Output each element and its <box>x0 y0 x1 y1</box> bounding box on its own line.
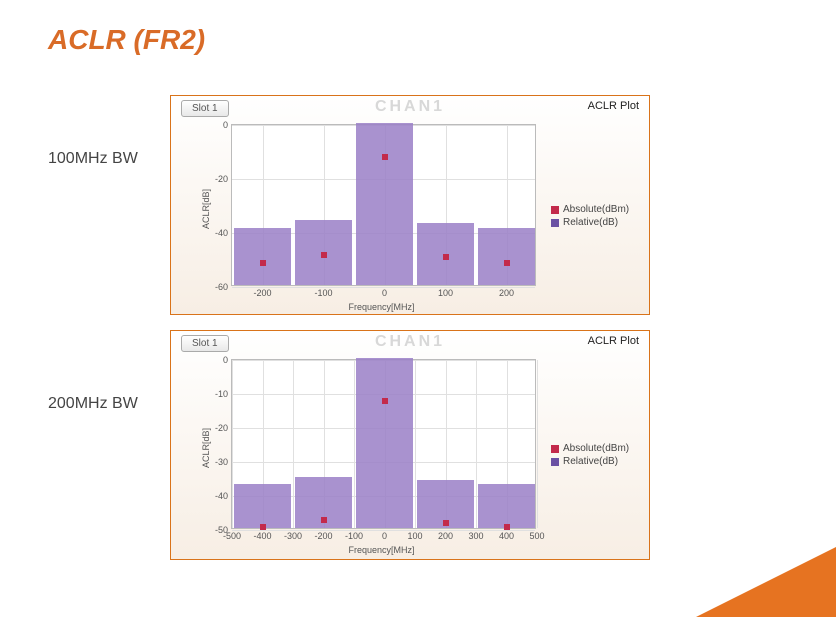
x-tick-label: -100 <box>314 288 332 298</box>
x-tick-label: -400 <box>253 531 271 541</box>
y-axis-title: ACLR[dB] <box>201 189 211 229</box>
bar <box>234 484 292 528</box>
y-tick-label: -10 <box>215 389 228 399</box>
square-icon <box>551 458 559 466</box>
x-tick-label: -100 <box>345 531 363 541</box>
square-icon <box>551 219 559 227</box>
x-tick-label: 500 <box>529 531 544 541</box>
aclr-plot-100mhz: Slot 1 CHAN1 ACLR Plot 0-20-40-60-200-10… <box>170 95 650 315</box>
y-axis-title: ACLR[dB] <box>201 428 211 468</box>
legend-item-absolute: Absolute(dBm) <box>551 204 629 215</box>
x-tick-label: -200 <box>314 531 332 541</box>
slot-tab[interactable]: Slot 1 <box>181 335 229 352</box>
x-tick-label: 0 <box>382 531 387 541</box>
plot-title: ACLR Plot <box>588 100 639 112</box>
x-tick-label: 100 <box>407 531 422 541</box>
slot-tab[interactable]: Slot 1 <box>181 100 229 117</box>
data-marker <box>382 398 388 404</box>
y-tick-label: -20 <box>215 174 228 184</box>
x-tick-label: 200 <box>438 531 453 541</box>
legend-item-absolute: Absolute(dBm) <box>551 443 629 454</box>
aclr-plot-200mhz: Slot 1 CHAN1 ACLR Plot 0-10-20-30-40-50-… <box>170 330 650 560</box>
legend-label: Relative(dB) <box>563 217 618 228</box>
legend-item-relative: Relative(dB) <box>551 456 629 467</box>
bar <box>478 228 536 285</box>
decorative-corner-icon <box>696 547 836 617</box>
channel-label: CHAN1 <box>375 333 445 351</box>
x-tick-label: -300 <box>284 531 302 541</box>
x-tick-label: -200 <box>253 288 271 298</box>
data-marker <box>321 517 327 523</box>
data-marker <box>321 252 327 258</box>
plot-title: ACLR Plot <box>588 335 639 347</box>
data-marker <box>504 524 510 530</box>
bar <box>478 484 536 528</box>
y-tick-label: -40 <box>215 228 228 238</box>
plot-area: 0-20-40-60-200-1000100200 <box>231 124 536 286</box>
bar <box>356 123 414 285</box>
bar <box>356 358 414 528</box>
y-tick-label: 0 <box>223 355 228 365</box>
legend-item-relative: Relative(dB) <box>551 217 629 228</box>
bar <box>234 228 292 285</box>
square-icon <box>551 206 559 214</box>
y-tick-label: -60 <box>215 282 228 292</box>
data-marker <box>382 154 388 160</box>
x-tick-label: 200 <box>499 288 514 298</box>
y-tick-label: -20 <box>215 423 228 433</box>
legend: Absolute(dBm) Relative(dB) <box>551 204 629 230</box>
x-tick-label: 400 <box>499 531 514 541</box>
x-tick-label: 0 <box>382 288 387 298</box>
y-tick-label: -30 <box>215 457 228 467</box>
legend-label: Absolute(dBm) <box>563 443 629 454</box>
x-tick-label: 100 <box>438 288 453 298</box>
row-label-200mhz: 200MHz BW <box>48 395 138 413</box>
plot-area: 0-10-20-30-40-50-500-400-300-200-1000100… <box>231 359 536 529</box>
slide-title: ACLR (FR2) <box>48 24 205 56</box>
data-marker <box>443 254 449 260</box>
gridline <box>537 360 538 528</box>
data-marker <box>260 260 266 266</box>
legend-label: Absolute(dBm) <box>563 204 629 215</box>
row-label-100mhz: 100MHz BW <box>48 150 138 168</box>
y-tick-label: 0 <box>223 120 228 130</box>
x-axis-title: Frequency[MHz] <box>349 302 415 312</box>
data-marker <box>504 260 510 266</box>
data-marker <box>443 520 449 526</box>
x-tick-label: 300 <box>468 531 483 541</box>
channel-label: CHAN1 <box>375 98 445 116</box>
legend-label: Relative(dB) <box>563 456 618 467</box>
y-tick-label: -40 <box>215 491 228 501</box>
x-axis-title: Frequency[MHz] <box>349 545 415 555</box>
square-icon <box>551 445 559 453</box>
legend: Absolute(dBm) Relative(dB) <box>551 443 629 469</box>
data-marker <box>260 524 266 530</box>
x-tick-label: -500 <box>223 531 241 541</box>
